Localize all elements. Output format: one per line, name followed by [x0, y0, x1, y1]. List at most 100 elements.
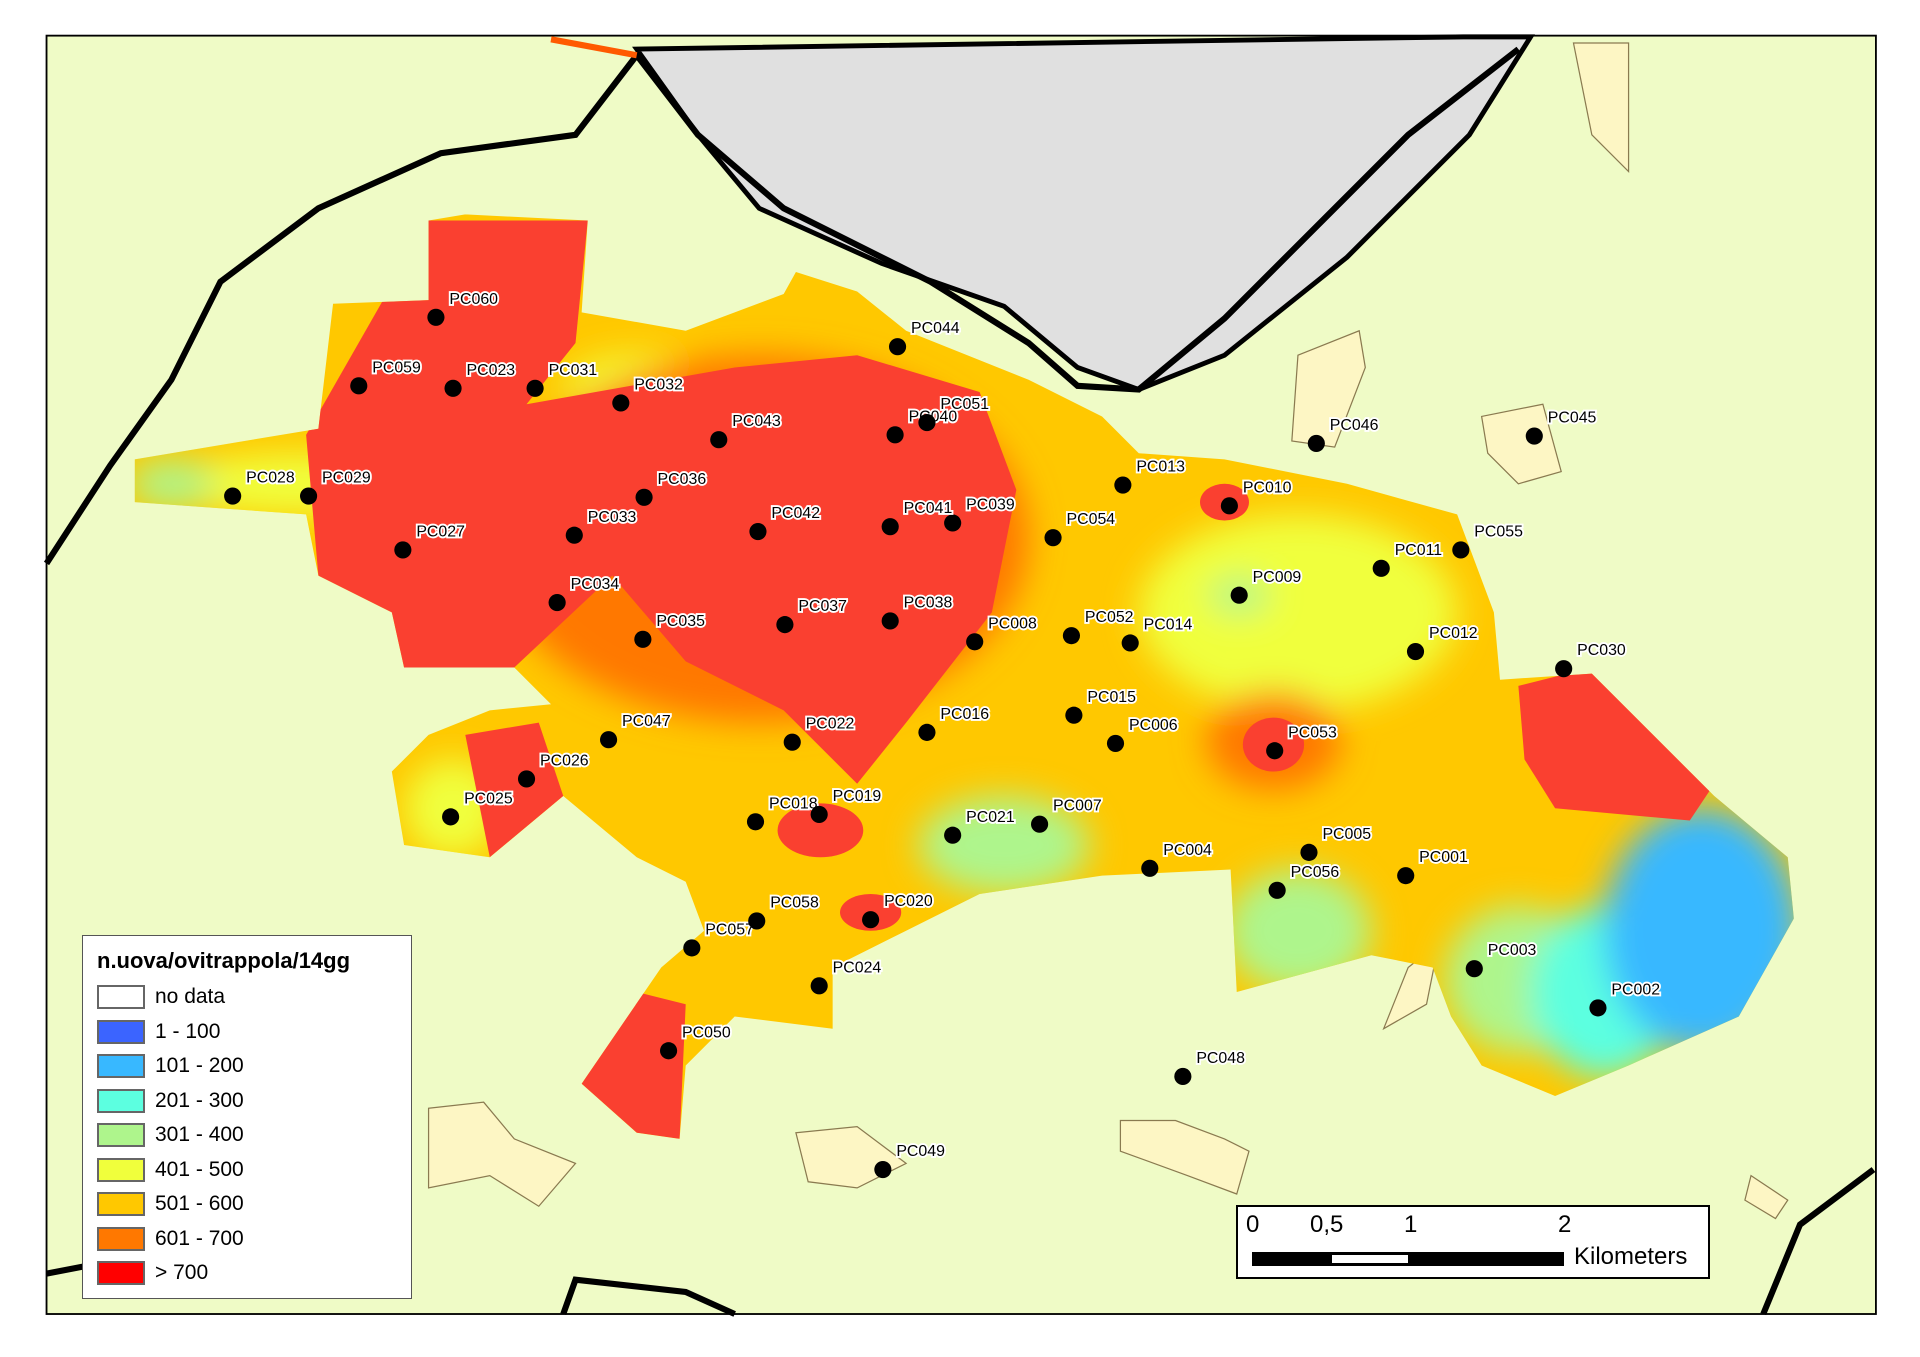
trap-marker [918, 723, 936, 741]
trap-label: PC006 [1129, 717, 1178, 734]
trap-marker [1589, 999, 1607, 1017]
trap-marker [944, 514, 962, 532]
trap-pc027: PC027 [394, 522, 467, 559]
trap-pc053: PC053 [1266, 722, 1339, 760]
trap-marker [1268, 881, 1286, 899]
legend-label: 101 - 200 [155, 1054, 244, 1078]
scale-tick-label: 0,5 [1310, 1211, 1344, 1238]
trap-label: PC038 [904, 594, 953, 611]
trap-marker [748, 912, 766, 930]
trap-label: PC020 [884, 893, 933, 910]
trap-marker [874, 1160, 892, 1179]
trap-label: PC047 [622, 713, 671, 730]
trap-label: PC014 [1144, 617, 1193, 634]
trap-marker [444, 379, 462, 397]
trap-marker [1372, 559, 1390, 577]
trap-pc047: PC047 [600, 711, 673, 749]
trap-label: PC013 [1136, 459, 1185, 476]
trap-label: PC002 [1611, 981, 1660, 998]
legend-label: 201 - 300 [155, 1088, 244, 1112]
trap-pc009: PC009 [1230, 567, 1303, 604]
legend-item: no data [97, 980, 411, 1015]
legend-item: 301 - 400 [97, 1118, 411, 1153]
trap-marker [881, 518, 899, 536]
trap-label: PC053 [1288, 724, 1337, 741]
legend-title: n.uova/ovitrappola/14gg [97, 948, 351, 973]
trap-marker [1465, 960, 1483, 978]
trap-label: PC016 [940, 706, 989, 723]
legend-item: 501 - 600 [97, 1187, 411, 1222]
trap-pc050: PC050 [660, 1022, 733, 1060]
trap-label: PC027 [416, 523, 465, 540]
trap-label: PC039 [966, 497, 1015, 514]
scale-bar: 0 0,5 1 2 Kilometers [1236, 1205, 1710, 1279]
trap-marker [548, 594, 566, 612]
trap-marker [810, 805, 828, 823]
trap-marker [1062, 627, 1080, 645]
trap-pc016: PC016 [918, 704, 991, 741]
legend-item: 1 - 100 [97, 1015, 411, 1050]
trap-pc028: PC028 [224, 468, 297, 505]
trap-pc059: PC059 [350, 358, 423, 395]
legend-item: 601 - 700 [97, 1222, 411, 1257]
trap-pc022: PC022 [783, 714, 856, 751]
legend-swatch [97, 1261, 145, 1286]
trap-pc018: PC018 [746, 793, 820, 831]
trap-pc055: PC055 [1452, 522, 1525, 559]
trap-label: PC050 [682, 1024, 731, 1041]
trap-label: PC057 [705, 921, 754, 938]
trap-pc049: PC049 [874, 1141, 947, 1179]
trap-label: PC048 [1196, 1050, 1245, 1067]
trap-label: PC056 [1291, 864, 1340, 881]
trap-pc029: PC029 [300, 468, 373, 505]
trap-label: PC033 [588, 509, 637, 526]
trap-label: PC054 [1067, 511, 1116, 528]
trap-marker [565, 526, 583, 544]
trap-marker [600, 731, 618, 749]
trap-pc003: PC003 [1465, 940, 1538, 978]
trap-pc004: PC004 [1141, 840, 1214, 877]
trap-pc001: PC001 [1397, 847, 1470, 885]
trap-pc045: PC045 [1525, 408, 1598, 445]
trap-marker [517, 770, 536, 788]
trap-marker [966, 633, 984, 651]
trap-label: PC060 [449, 291, 498, 308]
scale-tick-label: 1 [1404, 1211, 1418, 1238]
scale-bar-graphic [1252, 1252, 1564, 1266]
trap-marker [1266, 742, 1284, 760]
trap-label: PC001 [1419, 849, 1468, 866]
legend-item: > 700 [97, 1256, 411, 1291]
trap-pc008: PC008 [966, 613, 1039, 651]
legend-label: 401 - 500 [155, 1157, 244, 1181]
trap-label: PC019 [833, 788, 882, 805]
trap-label: PC009 [1253, 569, 1302, 586]
legend-swatch [97, 985, 145, 1010]
trap-pc048: PC048 [1174, 1048, 1247, 1086]
legend-item: 101 - 200 [97, 1049, 411, 1084]
trap-marker [918, 414, 936, 432]
trap-marker [442, 808, 460, 826]
trap-label: PC021 [966, 809, 1015, 826]
trap-pc042: PC042 [749, 503, 822, 541]
trap-label: PC031 [549, 362, 598, 379]
trap-pc023: PC023 [444, 360, 517, 397]
trap-marker [612, 394, 630, 412]
legend-label: 601 - 700 [155, 1226, 244, 1250]
trap-pc054: PC054 [1044, 509, 1117, 547]
trap-label: PC028 [246, 470, 295, 487]
trap-pc015: PC015 [1065, 687, 1138, 724]
trap-label: PC008 [988, 615, 1037, 632]
trap-pc036: PC036 [635, 469, 708, 506]
trap-marker [1106, 734, 1125, 752]
trap-pc035: PC035 [634, 611, 707, 648]
trap-pc037: PC037 [776, 596, 849, 634]
trap-marker [1044, 529, 1062, 547]
trap-pc038: PC038 [881, 593, 954, 630]
boundary-line [550, 36, 638, 59]
trap-pc052: PC052 [1062, 607, 1136, 645]
trap-pc043: PC043 [710, 411, 783, 449]
trap-marker [635, 488, 653, 506]
trap-marker [1230, 586, 1248, 604]
trap-pc013: PC013 [1114, 457, 1187, 494]
